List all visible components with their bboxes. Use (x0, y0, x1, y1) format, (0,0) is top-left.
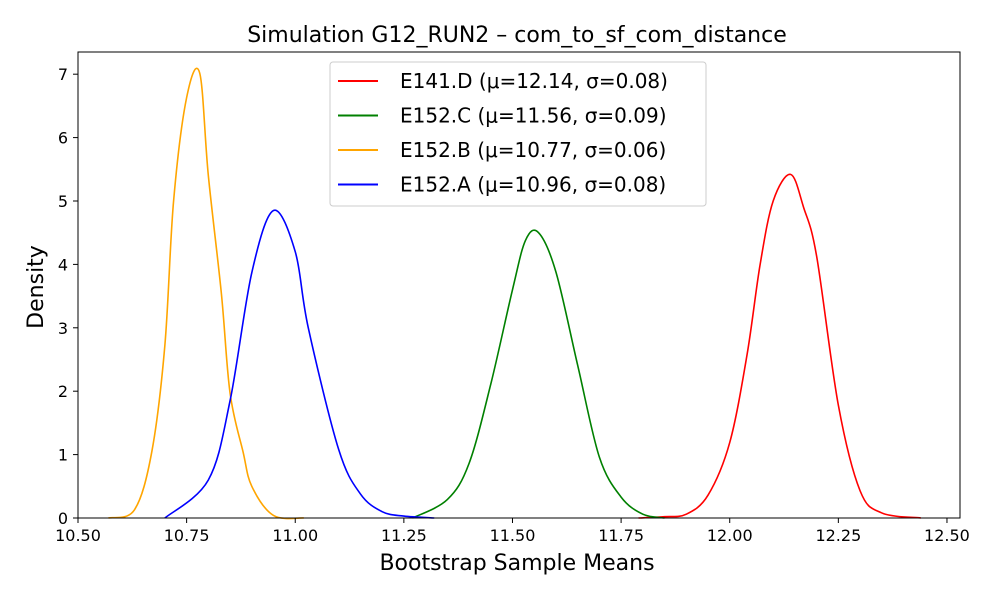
y-axis-label: Density (24, 245, 49, 329)
series-line-2 (412, 229, 665, 519)
series-line-3 (108, 67, 304, 520)
x-tick-label: 11.00 (272, 526, 318, 545)
x-tick-label: 12.00 (707, 526, 753, 545)
legend-label-1: E141.D (μ=12.14, σ=0.08) (400, 69, 668, 93)
plot-area (108, 67, 922, 520)
y-tick-label: 2 (58, 382, 68, 401)
y-tick-label: 5 (58, 192, 68, 211)
legend-label-3: E152.B (μ=10.77, σ=0.06) (400, 138, 666, 162)
y-tick-label: 1 (58, 446, 68, 465)
y-tick-label: 0 (58, 509, 68, 528)
x-axis: 10.50 10.75 11.00 11.25 11.50 11.75 12.00 12.25… (55, 518, 970, 545)
plot-frame (77, 51, 961, 519)
y-tick-label: 3 (58, 319, 68, 338)
y-tick-label: 7 (58, 65, 68, 84)
legend: E141.D (μ=12.14, σ=0.08) E152.C (μ=11.56,… (329, 61, 707, 207)
y-axis: 0 1 2 3 4 5 6 7 (58, 65, 78, 528)
legend-label-2: E152.C (μ=11.56, σ=0.09) (400, 104, 667, 128)
series-line-4 (164, 209, 435, 519)
x-tick-label: 10.50 (55, 526, 101, 545)
chart-title: Simulation G12_RUN2 – com_to_sf_com_dist… (247, 23, 787, 48)
y-tick-label: 6 (58, 129, 68, 148)
legend-label-4: E152.A (μ=10.96, σ=0.08) (400, 173, 666, 197)
x-tick-label: 10.75 (164, 526, 210, 545)
x-tick-label: 12.50 (924, 526, 970, 545)
legend-box (329, 61, 707, 207)
x-tick-label: 11.50 (490, 526, 536, 545)
x-axis-label: Bootstrap Sample Means (379, 551, 654, 576)
series-line-1 (638, 173, 922, 519)
y-tick-label: 4 (58, 255, 68, 274)
x-tick-label: 11.25 (381, 526, 427, 545)
x-tick-label: 11.75 (598, 526, 644, 545)
x-tick-label: 12.25 (815, 526, 861, 545)
